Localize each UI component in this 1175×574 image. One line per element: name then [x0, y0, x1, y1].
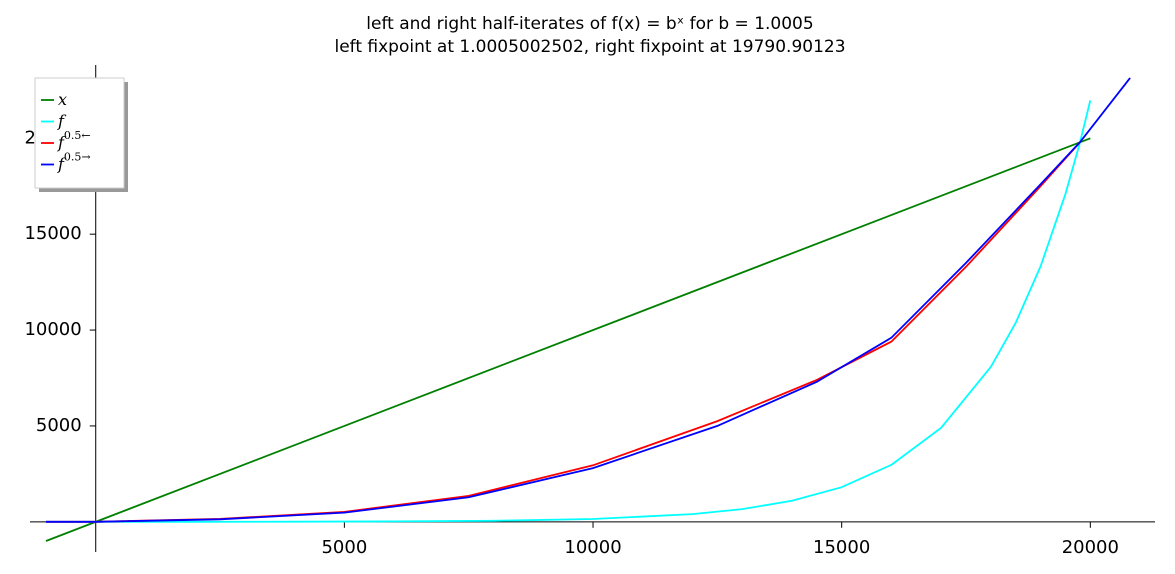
chart-subtitle: left fixpoint at 1.0005002502, right fix… [334, 37, 845, 57]
legend-label: f0.5← [57, 129, 91, 152]
series-line [46, 100, 1092, 523]
series-line [46, 141, 1081, 523]
legend-sup: 0.5→ [64, 151, 91, 164]
legend-label: f0.5→ [57, 151, 91, 174]
legend-sup: 0.5← [64, 129, 91, 142]
series-line [45, 137, 1091, 542]
y-tick-label: 5000 [36, 415, 82, 436]
y-tick-label: 15000 [24, 223, 81, 244]
x-tick-label: 10000 [564, 537, 621, 558]
legend-name: f [57, 111, 67, 130]
legend-label: x [58, 90, 67, 109]
series-line [46, 77, 1131, 523]
legend-box [34, 77, 125, 189]
x-tick-label: 15000 [813, 537, 870, 558]
x-tick-label: 20000 [1062, 537, 1119, 558]
legend-name: f [57, 133, 67, 152]
legend-name: x [58, 90, 67, 109]
legend-label: f [57, 111, 67, 130]
x-tick-label: 5000 [321, 537, 367, 558]
chart-title: left and right half-iterates of f(x) = b… [366, 14, 813, 34]
legend-name: f [57, 154, 67, 173]
y-tick-label: 10000 [24, 319, 81, 340]
plot-area: 50001000015000200005000100001500020000xf… [24, 65, 1155, 558]
